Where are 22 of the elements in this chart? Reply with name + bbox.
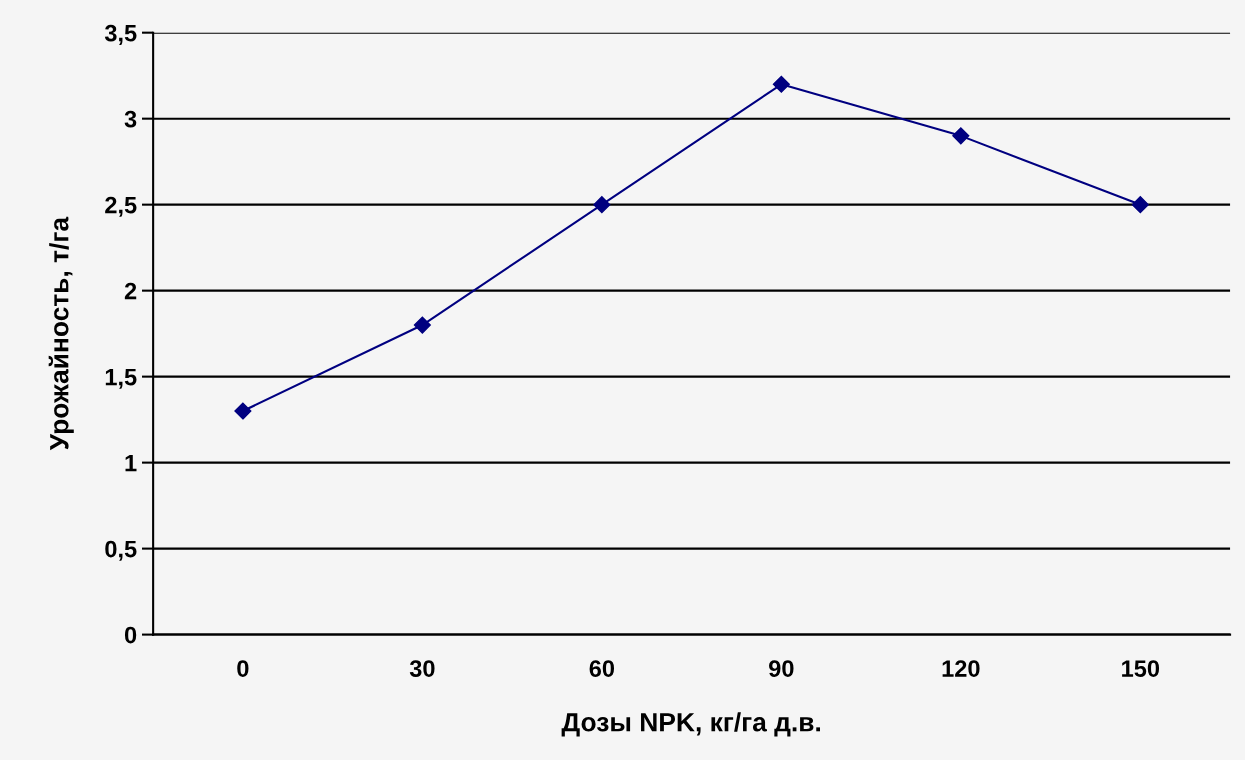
y-tick-label: 3 <box>124 110 137 128</box>
point <box>1131 196 1149 214</box>
x-tick-label: 60 <box>589 660 615 677</box>
x-axis-title: Дозы NPK, кг/га д.в. <box>561 712 820 737</box>
y-tick-label: 1,5 <box>105 368 137 389</box>
y-axis-title: Урожайность, т/га <box>48 216 74 451</box>
point <box>413 316 431 334</box>
y-tick-label: 2 <box>124 282 137 300</box>
point <box>234 402 252 420</box>
x-tick-label: 0 <box>237 660 249 677</box>
x-tick-label: 30 <box>409 660 435 677</box>
y-tick-label: 2,5 <box>105 196 137 217</box>
y-tick-label: 0,5 <box>105 540 137 561</box>
x-tick-label: 90 <box>769 660 794 677</box>
point <box>593 196 611 214</box>
x-tick-label: 120 <box>942 660 980 677</box>
point <box>772 75 790 93</box>
y-tick-label: 3,5 <box>104 24 137 45</box>
y-tick-label: 0 <box>124 626 137 644</box>
point <box>952 127 970 145</box>
x-tick-label: 150 <box>1122 660 1160 677</box>
y-tick-label: 1 <box>125 454 137 472</box>
